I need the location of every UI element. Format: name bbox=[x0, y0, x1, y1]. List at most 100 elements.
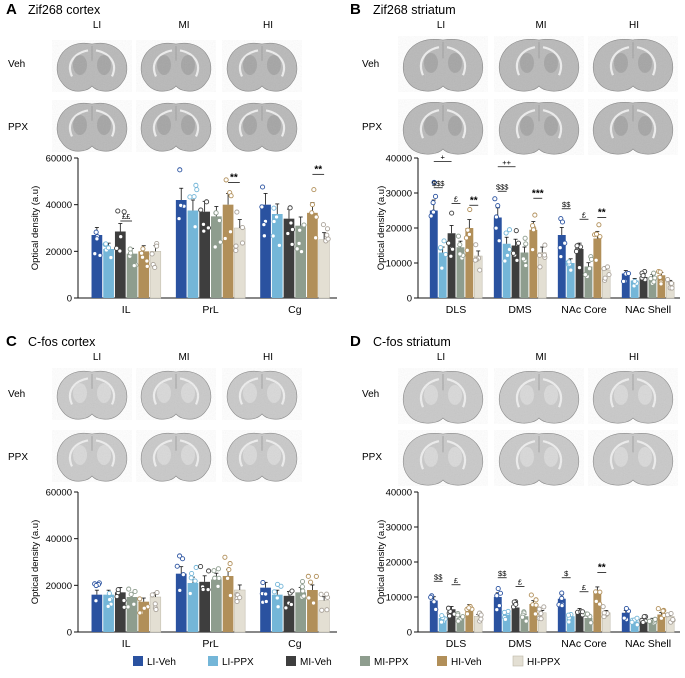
data-point bbox=[103, 241, 109, 247]
bar bbox=[307, 212, 318, 298]
data-point bbox=[177, 587, 183, 593]
bar-chart: 0 10000 20000 30000 40000 Optical density (a.… bbox=[376, 488, 680, 650]
data-point bbox=[191, 194, 197, 200]
column-label-hi: HI bbox=[629, 20, 639, 31]
data-point bbox=[646, 618, 652, 624]
data-point bbox=[233, 243, 239, 249]
data-point bbox=[234, 598, 240, 605]
legend-swatch bbox=[512, 655, 524, 667]
data-point bbox=[131, 601, 137, 607]
bar bbox=[260, 587, 271, 632]
x-category-label: NAc Shell bbox=[625, 304, 671, 316]
significance-label: ++ bbox=[502, 158, 511, 167]
bar bbox=[557, 235, 566, 298]
row-label-veh: Veh bbox=[8, 389, 25, 400]
row-label-ppx: PPX bbox=[362, 452, 382, 463]
data-point bbox=[227, 592, 233, 599]
data-point bbox=[313, 235, 319, 241]
bar bbox=[584, 618, 593, 632]
data-point bbox=[233, 247, 239, 254]
data-point bbox=[118, 234, 124, 240]
legend-label: HI-PPX bbox=[527, 657, 561, 668]
significance-label: + bbox=[440, 153, 445, 162]
data-point bbox=[651, 279, 657, 285]
data-point bbox=[205, 225, 211, 231]
bar bbox=[575, 611, 584, 632]
data-point bbox=[501, 609, 507, 615]
data-point bbox=[576, 265, 583, 271]
data-point bbox=[320, 222, 326, 228]
data-point bbox=[194, 187, 200, 193]
data-point bbox=[538, 616, 544, 622]
bar bbox=[465, 607, 474, 632]
brain-section-image bbox=[588, 99, 678, 155]
bar bbox=[566, 263, 575, 298]
bar bbox=[630, 280, 639, 298]
x-category-label: DLS bbox=[446, 304, 466, 316]
data-point bbox=[602, 275, 608, 281]
panel-letter: D bbox=[350, 333, 361, 350]
data-point bbox=[239, 224, 246, 231]
row-label-veh: Veh bbox=[8, 59, 25, 70]
brain-section-image bbox=[136, 430, 216, 482]
significance-label: $$$ bbox=[432, 179, 445, 188]
data-point bbox=[532, 611, 538, 617]
y-tick-label: 20000 bbox=[46, 247, 72, 258]
brain-section-image bbox=[588, 36, 678, 92]
data-point bbox=[139, 250, 145, 256]
data-point bbox=[149, 592, 155, 598]
data-point bbox=[114, 245, 120, 251]
data-point bbox=[177, 553, 183, 559]
data-point bbox=[217, 239, 223, 245]
significance-label: ** bbox=[470, 195, 478, 206]
y-tick-label: 60000 bbox=[46, 488, 72, 499]
brain-section-image bbox=[136, 100, 216, 152]
bar bbox=[438, 252, 447, 298]
data-point bbox=[187, 194, 193, 200]
bar bbox=[593, 238, 602, 298]
bar bbox=[657, 614, 666, 632]
data-point bbox=[557, 245, 563, 251]
bar bbox=[175, 200, 187, 298]
legend-label: LI-Veh bbox=[147, 657, 176, 668]
data-point bbox=[504, 252, 511, 258]
legend-label: HI-Veh bbox=[451, 657, 482, 668]
data-point bbox=[530, 247, 536, 253]
bar bbox=[447, 609, 456, 632]
bar-chart: 0 10000 20000 30000 40000 Optical density (a.… bbox=[376, 153, 680, 316]
significance-label: £ bbox=[582, 210, 587, 219]
data-point bbox=[559, 590, 565, 596]
bar bbox=[529, 604, 538, 632]
data-point bbox=[493, 225, 499, 231]
bar bbox=[566, 616, 575, 632]
x-category-label: DMS bbox=[508, 638, 531, 650]
x-category-label: NAc Shell bbox=[625, 638, 671, 650]
data-point bbox=[497, 590, 503, 596]
bar bbox=[456, 618, 465, 632]
column-label-mi: MI bbox=[535, 20, 546, 31]
bar bbox=[114, 231, 126, 298]
brain-section-image bbox=[222, 430, 302, 482]
data-point bbox=[447, 613, 453, 619]
data-point bbox=[275, 604, 281, 610]
data-point bbox=[629, 619, 635, 625]
data-point bbox=[128, 591, 134, 597]
data-point bbox=[188, 575, 194, 581]
data-point bbox=[584, 611, 591, 617]
y-axis-label: Optical density (a.u) bbox=[376, 520, 387, 604]
data-point bbox=[466, 231, 472, 237]
data-point bbox=[144, 258, 150, 264]
data-point bbox=[192, 578, 198, 584]
data-point bbox=[318, 591, 324, 597]
data-point bbox=[289, 241, 295, 247]
column-label-mi: MI bbox=[178, 20, 189, 31]
data-point bbox=[285, 230, 291, 237]
data-point bbox=[308, 579, 314, 585]
data-point bbox=[289, 226, 296, 233]
data-point bbox=[502, 258, 508, 264]
x-category-label: Cg bbox=[288, 304, 302, 316]
data-point bbox=[655, 606, 661, 612]
significance-label: $$ bbox=[434, 572, 443, 581]
bar bbox=[271, 594, 283, 632]
